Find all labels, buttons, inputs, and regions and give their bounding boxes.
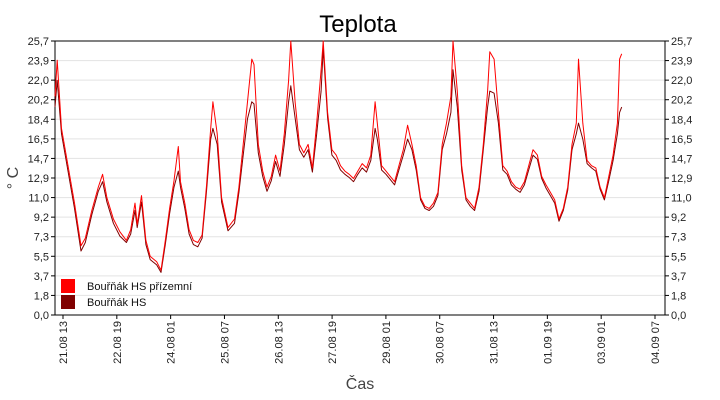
- y-tick-label: 9,2: [671, 212, 686, 224]
- y-tick-label: 7,3: [34, 232, 49, 244]
- y-tick-label: 23,9: [671, 56, 692, 68]
- x-tick-label: 25.08 07: [219, 321, 231, 364]
- y-tick-label: 5,5: [671, 251, 686, 263]
- legend-label: Bouřňák HS přízemní: [87, 281, 192, 293]
- y-tick-label: 16,5: [671, 134, 692, 146]
- y-tick-label: 0,0: [34, 310, 49, 322]
- x-tick-label: 31.08 13: [489, 321, 501, 364]
- y-tick-label: 7,3: [671, 232, 686, 244]
- y-tick-label: 0,0: [671, 310, 686, 322]
- y-tick-label: 11,0: [28, 193, 49, 205]
- y-tick-label: 14,7: [671, 153, 692, 165]
- y-tick-label: 20,2: [671, 95, 692, 107]
- x-tick-label: 26.08 13: [273, 321, 285, 364]
- y-tick-label: 18,4: [28, 114, 49, 126]
- x-tick-label: 24.08 01: [166, 321, 178, 364]
- y-tick-label: 20,2: [28, 95, 49, 107]
- y-axis-title: ° C: [5, 167, 22, 189]
- y-tick-label: 14,7: [28, 153, 49, 165]
- x-axis-title: Čas: [346, 374, 374, 393]
- x-tick-label: 21.08 13: [58, 321, 70, 364]
- y-axis-left: 0,0 1,8 3,7 5,5 7,3 9,2 11,0 12,9 14,7 16,5 18,4 20…: [28, 36, 55, 322]
- y-tick-label: 25,7: [28, 36, 49, 48]
- y-tick-label: 9,2: [34, 212, 49, 224]
- y-tick-label: 5,5: [34, 251, 49, 263]
- grid: [55, 60, 665, 296]
- legend-swatch: [61, 295, 75, 309]
- y-tick-label: 25,7: [671, 36, 692, 48]
- y-axis-right: 0,0 1,8 3,7 5,5 7,3 9,2 11,0 12,9 14,7 16,5 18,4 20…: [665, 36, 692, 322]
- series-line: [54, 40, 623, 271]
- legend-label: Bouřňák HS: [87, 297, 146, 309]
- y-tick-label: 22,0: [28, 75, 49, 87]
- y-tick-label: 11,0: [671, 193, 692, 205]
- y-tick-label: 16,5: [28, 134, 49, 146]
- x-tick-label: 01.09 19: [542, 321, 554, 364]
- legend-swatch: [61, 279, 75, 293]
- y-tick-label: 12,9: [671, 173, 692, 185]
- y-tick-label: 1,8: [34, 290, 49, 302]
- y-tick-label: 23,9: [28, 56, 49, 68]
- y-tick-label: 18,4: [671, 114, 692, 126]
- x-axis: 21.08 13 22.08 19 24.08 01 25.08 07 26.08 13…: [58, 315, 662, 364]
- y-tick-label: 12,9: [28, 173, 49, 185]
- series-lines: [54, 40, 623, 273]
- x-tick-label: 29.08 01: [381, 321, 393, 364]
- y-tick-label: 3,7: [671, 271, 686, 283]
- series-line: [54, 48, 623, 273]
- x-tick-label: 04.09 07: [650, 321, 662, 364]
- x-tick-label: 03.09 01: [596, 321, 608, 364]
- y-tick-label: 3,7: [34, 271, 49, 283]
- legend: Bouřňák HS přízemní Bouřňák HS: [61, 279, 192, 309]
- x-tick-label: 22.08 19: [112, 321, 124, 364]
- y-tick-label: 22,0: [671, 75, 692, 87]
- x-tick-label: 27.08 19: [327, 321, 339, 364]
- x-tick-label: 30.08 07: [435, 321, 447, 364]
- y-tick-label: 1,8: [671, 290, 686, 302]
- chart-title: Teplota: [319, 11, 397, 38]
